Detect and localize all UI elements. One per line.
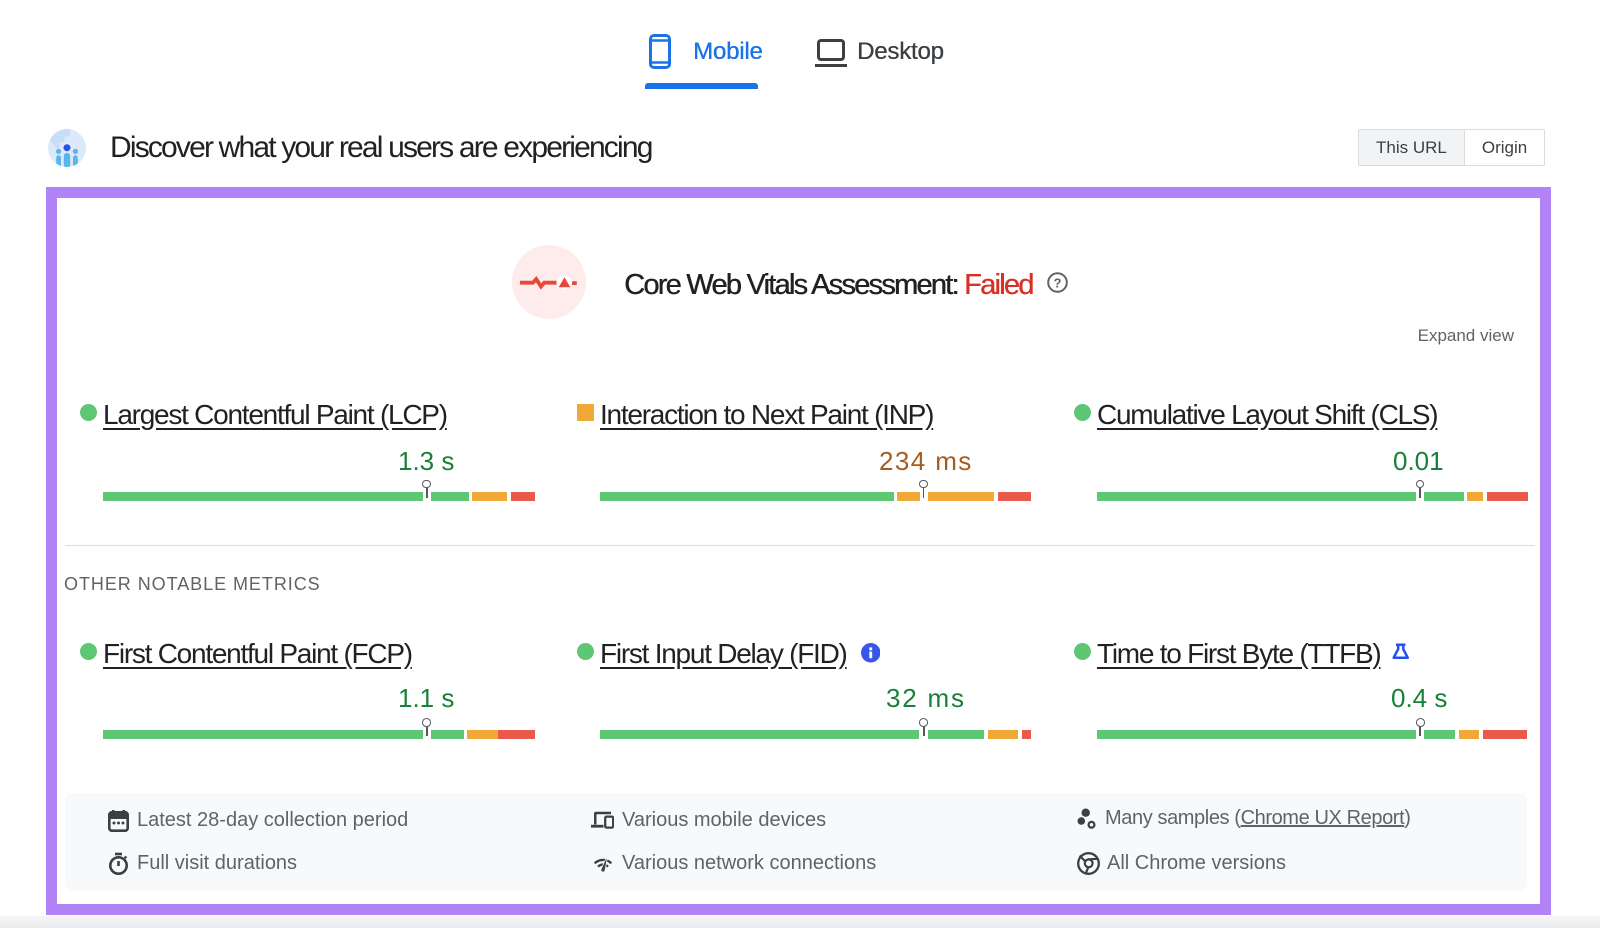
svg-text:?: ? xyxy=(1054,275,1062,290)
